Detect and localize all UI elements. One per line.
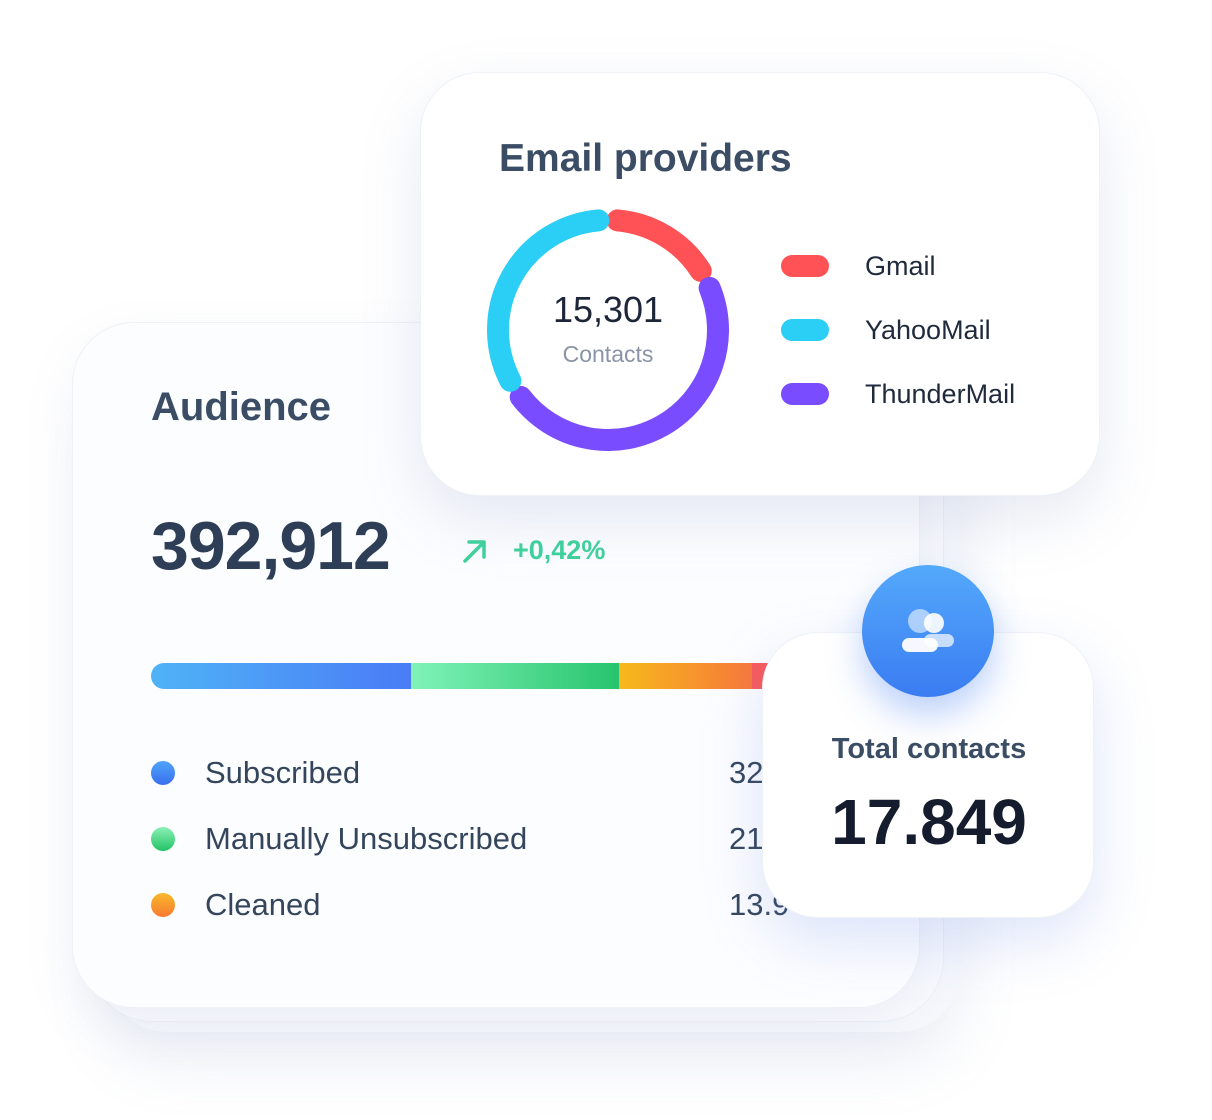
providers-donut-chart [487, 209, 729, 451]
legend-item-cleaned: Cleaned [151, 885, 320, 925]
segment-manually-unsubscribed [411, 663, 619, 689]
donut-slice-yahoomail [487, 209, 610, 392]
legend-dot-manually-unsubscribed [151, 827, 175, 851]
total-contacts-card: Total contacts 17.849 [762, 632, 1094, 918]
legend-dot-cleaned [151, 893, 175, 917]
users-icon [902, 609, 954, 652]
legend-item-manually-unsubscribed: Manually Unsubscribed [151, 819, 527, 859]
legend-label: Subscribed [205, 755, 361, 790]
provider-label: ThunderMail [865, 378, 1016, 409]
legend-dot-subscribed [151, 761, 175, 785]
legend-item-subscribed: Subscribed [151, 753, 360, 793]
legend-label: Cleaned [205, 887, 321, 922]
donut-center-label: Contacts [562, 341, 654, 367]
users-icon-badge [862, 565, 994, 697]
donut-slice-thundermail [509, 276, 729, 451]
provider-legend-thundermail: ThunderMail [781, 377, 1015, 411]
audience-title: Audience [151, 385, 332, 429]
email-providers-card: Email providers 15,301 Contacts Gmail Ya… [420, 72, 1100, 496]
audience-total: 392,912 [151, 508, 391, 584]
email-providers-title: Email providers [499, 137, 792, 180]
donut-slice-gmail [606, 209, 712, 282]
provider-swatch-yahoomail [781, 319, 829, 341]
legend-value-subscribed: 32 [729, 755, 764, 790]
provider-label: Gmail [865, 250, 936, 281]
legend-label: Manually Unsubscribed [205, 821, 528, 856]
audience-trend: +0,42% [513, 535, 606, 565]
provider-legend-yahoomail: YahooMail [781, 313, 991, 347]
segment-subscribed [151, 663, 411, 689]
donut-center-value: 15,301 [552, 289, 664, 330]
total-contacts-title: Total contacts [831, 733, 1027, 765]
arrow-up-right-icon [463, 540, 486, 563]
provider-legend-gmail: Gmail [781, 249, 936, 283]
provider-swatch-thundermail [781, 383, 829, 405]
provider-swatch-gmail [781, 255, 829, 277]
audience-segment-bar [151, 663, 801, 689]
total-contacts-value: 17.849 [831, 786, 1027, 858]
legend-value-manually-unsubscribed: 21 [729, 821, 764, 856]
provider-label: YahooMail [865, 314, 991, 345]
segment-cleaned [619, 663, 753, 689]
